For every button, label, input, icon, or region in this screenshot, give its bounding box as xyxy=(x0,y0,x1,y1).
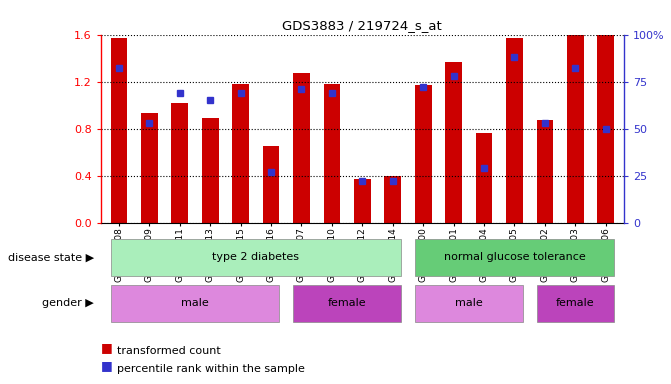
Bar xyxy=(415,285,523,322)
Bar xyxy=(293,285,401,322)
Text: normal glucose tolerance: normal glucose tolerance xyxy=(444,252,585,262)
Bar xyxy=(415,85,431,223)
Bar xyxy=(597,35,614,223)
Text: male: male xyxy=(455,298,482,308)
Text: percentile rank within the sample: percentile rank within the sample xyxy=(117,364,305,374)
Title: GDS3883 / 219724_s_at: GDS3883 / 219724_s_at xyxy=(282,19,442,32)
Bar xyxy=(171,103,188,223)
Bar xyxy=(262,146,279,223)
Bar xyxy=(354,179,370,223)
Text: male: male xyxy=(181,298,209,308)
Text: transformed count: transformed count xyxy=(117,346,221,356)
Text: type 2 diabetes: type 2 diabetes xyxy=(212,252,299,262)
Text: female: female xyxy=(556,298,595,308)
Bar xyxy=(446,61,462,223)
Bar xyxy=(537,121,554,223)
Bar xyxy=(111,38,127,223)
Text: ■: ■ xyxy=(101,359,116,372)
Text: female: female xyxy=(328,298,366,308)
Bar xyxy=(232,84,249,223)
Bar xyxy=(384,176,401,223)
Bar xyxy=(111,239,401,276)
Text: gender ▶: gender ▶ xyxy=(42,298,94,308)
Bar xyxy=(415,239,614,276)
Bar xyxy=(141,113,158,223)
Bar xyxy=(506,38,523,223)
Bar xyxy=(323,84,340,223)
Bar xyxy=(567,35,584,223)
Bar xyxy=(293,73,310,223)
Bar xyxy=(537,285,614,322)
Bar xyxy=(111,285,279,322)
Text: ■: ■ xyxy=(101,341,116,354)
Bar xyxy=(476,133,493,223)
Text: disease state ▶: disease state ▶ xyxy=(8,252,94,262)
Bar xyxy=(202,118,219,223)
